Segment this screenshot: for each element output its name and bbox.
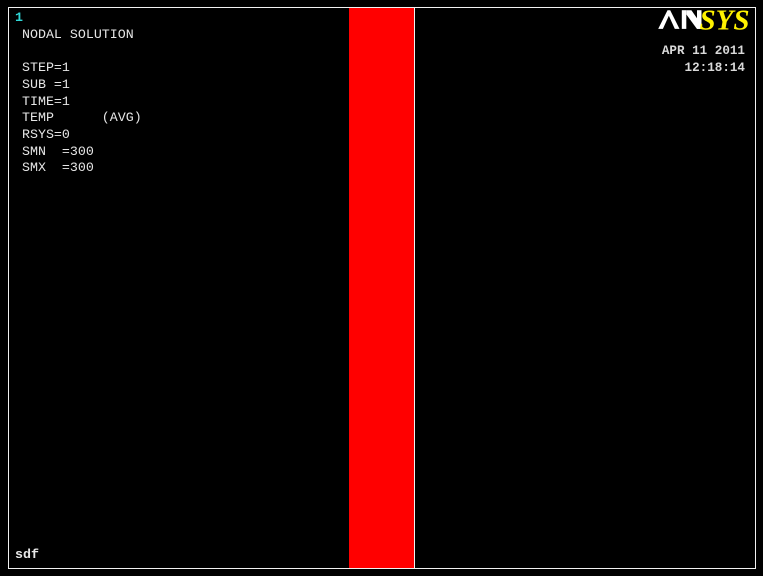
svg-text:SYS: SYS [700,8,750,30]
